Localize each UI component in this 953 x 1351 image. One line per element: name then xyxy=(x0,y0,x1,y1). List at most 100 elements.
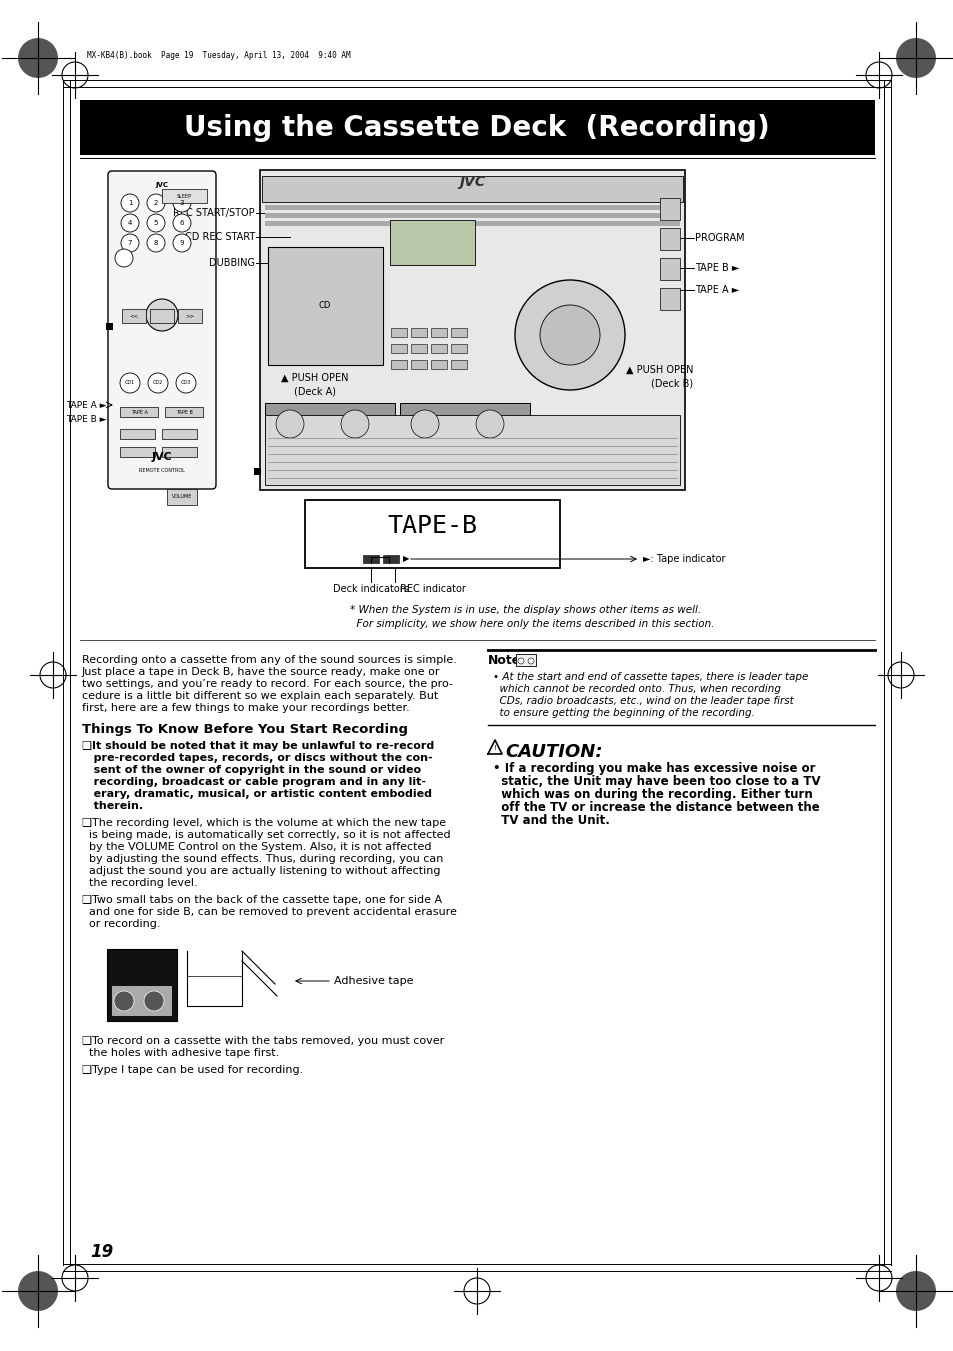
Bar xyxy=(112,986,172,1016)
Text: ❑Two small tabs on the back of the cassette tape, one for side A: ❑Two small tabs on the back of the casse… xyxy=(82,894,441,905)
Text: 4: 4 xyxy=(128,220,132,226)
Text: or recording.: or recording. xyxy=(82,919,160,929)
Text: CDs, radio broadcasts, etc., wind on the leader tape first: CDs, radio broadcasts, etc., wind on the… xyxy=(493,696,793,707)
Bar xyxy=(120,447,154,457)
Bar xyxy=(363,555,378,563)
Circle shape xyxy=(148,373,168,393)
Circle shape xyxy=(340,409,369,438)
Circle shape xyxy=(18,38,58,78)
Bar xyxy=(120,407,158,417)
Text: Just place a tape in Deck B, have the source ready, make one or: Just place a tape in Deck B, have the so… xyxy=(82,667,440,677)
Text: CD REC START: CD REC START xyxy=(185,232,254,242)
Circle shape xyxy=(527,658,534,663)
Text: 1: 1 xyxy=(128,200,132,205)
Text: ❑The recording level, which is the volume at which the new tape: ❑The recording level, which is the volum… xyxy=(82,817,446,828)
Text: off the TV or increase the distance between the: off the TV or increase the distance betw… xyxy=(493,801,819,815)
Circle shape xyxy=(147,213,165,232)
Text: Using the Cassette Deck  (Recording): Using the Cassette Deck (Recording) xyxy=(184,113,769,142)
Text: which was on during the recording. Either turn: which was on during the recording. Eithe… xyxy=(493,788,812,801)
Text: sent of the owner of copyright in the sound or video: sent of the owner of copyright in the so… xyxy=(82,765,420,775)
Text: therein.: therein. xyxy=(82,801,143,811)
Text: 19: 19 xyxy=(90,1243,113,1260)
Circle shape xyxy=(895,38,935,78)
Text: to ensure getting the beginning of the recording.: to ensure getting the beginning of the r… xyxy=(493,708,754,717)
Bar xyxy=(150,309,173,323)
Text: the recording level.: the recording level. xyxy=(82,878,197,888)
Text: (Deck A): (Deck A) xyxy=(294,386,335,397)
Text: JVC: JVC xyxy=(459,176,485,189)
Text: ▲ PUSH OPEN: ▲ PUSH OPEN xyxy=(281,373,349,382)
Text: • If a recording you make has excessive noise or: • If a recording you make has excessive … xyxy=(493,762,815,775)
Text: ❑Type I tape can be used for recording.: ❑Type I tape can be used for recording. xyxy=(82,1065,303,1075)
Text: For simplicity, we show here only the items described in this section.: For simplicity, we show here only the it… xyxy=(350,619,714,630)
Text: !: ! xyxy=(493,744,496,751)
Text: TAPE B ►: TAPE B ► xyxy=(67,416,107,424)
Text: JVC: JVC xyxy=(155,182,169,188)
Circle shape xyxy=(515,280,624,390)
Bar xyxy=(178,309,202,323)
Circle shape xyxy=(411,409,438,438)
Text: CD: CD xyxy=(318,300,331,309)
Bar xyxy=(80,100,874,155)
Circle shape xyxy=(175,373,195,393)
Bar xyxy=(431,345,447,353)
Text: ►: Tape indicator: ►: Tape indicator xyxy=(642,554,724,563)
Bar xyxy=(391,359,407,369)
Text: 5: 5 xyxy=(153,220,158,226)
Text: CAUTION:: CAUTION: xyxy=(504,743,602,761)
Bar xyxy=(411,359,427,369)
Bar xyxy=(268,247,382,365)
Bar xyxy=(391,328,407,336)
Text: JVC: JVC xyxy=(152,453,172,462)
Text: DUBBING: DUBBING xyxy=(209,258,254,267)
Text: by the VOLUME Control on the System. Also, it is not affected: by the VOLUME Control on the System. Als… xyxy=(82,842,431,852)
Text: cedure is a little bit different so we explain each separately. But: cedure is a little bit different so we e… xyxy=(82,690,437,701)
Text: VOLUME: VOLUME xyxy=(172,494,192,500)
Text: the holes with adhesive tape first.: the holes with adhesive tape first. xyxy=(82,1048,279,1058)
Text: adjust the sound you are actually listening to without affecting: adjust the sound you are actually listen… xyxy=(82,866,440,875)
Bar xyxy=(265,403,395,444)
Text: static, the Unit may have been too close to a TV: static, the Unit may have been too close… xyxy=(493,775,820,788)
Circle shape xyxy=(146,299,178,331)
Text: by adjusting the sound effects. Thus, during recording, you can: by adjusting the sound effects. Thus, du… xyxy=(82,854,443,865)
Text: 6: 6 xyxy=(179,220,184,226)
Text: REC indicator: REC indicator xyxy=(399,584,465,594)
Circle shape xyxy=(147,234,165,253)
Text: TAPE A ►: TAPE A ► xyxy=(695,285,739,295)
Text: is being made, is automatically set correctly, so it is not affected: is being made, is automatically set corr… xyxy=(82,830,450,840)
Text: TAPE B ►: TAPE B ► xyxy=(695,263,739,273)
Circle shape xyxy=(895,1271,935,1310)
Text: ▶: ▶ xyxy=(402,554,409,563)
Circle shape xyxy=(115,249,132,267)
Bar xyxy=(260,170,684,490)
Bar xyxy=(265,415,679,485)
Text: ▲ PUSH OPEN: ▲ PUSH OPEN xyxy=(625,365,693,376)
Circle shape xyxy=(275,409,304,438)
Text: SLEEP: SLEEP xyxy=(176,193,192,199)
Bar xyxy=(659,288,679,309)
Text: • At the start and end of cassette tapes, there is leader tape: • At the start and end of cassette tapes… xyxy=(493,671,807,682)
Circle shape xyxy=(121,234,139,253)
Circle shape xyxy=(144,992,164,1011)
Text: TAPE-B: TAPE-B xyxy=(387,513,477,538)
Bar xyxy=(106,323,112,330)
Text: REMOTE CONTROL: REMOTE CONTROL xyxy=(139,467,185,473)
Bar xyxy=(516,654,536,666)
Circle shape xyxy=(121,195,139,212)
Text: TAPE A: TAPE A xyxy=(131,409,148,415)
Circle shape xyxy=(539,305,599,365)
Text: two settings, and you’re ready to record. For each source, the pro-: two settings, and you’re ready to record… xyxy=(82,680,453,689)
Circle shape xyxy=(172,213,191,232)
Text: erary, dramatic, musical, or artistic content embodied: erary, dramatic, musical, or artistic co… xyxy=(82,789,432,798)
Bar xyxy=(431,328,447,336)
Bar xyxy=(659,199,679,220)
Text: * When the System is in use, the display shows other items as well.: * When the System is in use, the display… xyxy=(350,605,700,615)
Text: TV and the Unit.: TV and the Unit. xyxy=(493,815,609,827)
Bar xyxy=(165,407,203,417)
Bar xyxy=(122,309,146,323)
Text: pre-recorded tapes, records, or discs without the con-: pre-recorded tapes, records, or discs wi… xyxy=(82,753,432,763)
Text: ❑It should be noted that it may be unlawful to re-record: ❑It should be noted that it may be unlaw… xyxy=(82,740,434,751)
Bar xyxy=(411,345,427,353)
Text: 8: 8 xyxy=(153,240,158,246)
Text: first, here are a few things to make your recordings better.: first, here are a few things to make you… xyxy=(82,703,410,713)
